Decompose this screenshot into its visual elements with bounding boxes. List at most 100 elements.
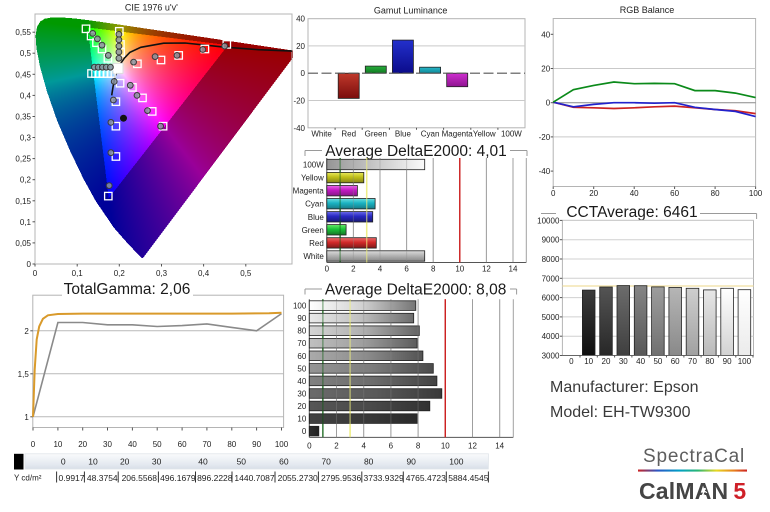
svg-text:7000: 7000 — [542, 274, 560, 283]
svg-text:0,2: 0,2 — [20, 176, 32, 185]
svg-text:6: 6 — [404, 265, 409, 274]
svg-text:80: 80 — [297, 327, 306, 336]
svg-text:0: 0 — [31, 440, 36, 449]
svg-text:90: 90 — [252, 440, 261, 449]
svg-text:CIE 1976 u'v': CIE 1976 u'v' — [125, 3, 178, 13]
svg-text:Green: Green — [365, 130, 387, 139]
svg-text:0,55: 0,55 — [15, 28, 31, 37]
svg-text:0,1: 0,1 — [72, 269, 84, 278]
svg-text:0,35: 0,35 — [15, 113, 31, 122]
svg-text:5000: 5000 — [542, 313, 560, 322]
svg-text:50: 50 — [237, 457, 247, 467]
svg-text:Yellow: Yellow — [473, 130, 496, 139]
svg-text:50: 50 — [153, 440, 162, 449]
svg-text:10: 10 — [297, 415, 306, 424]
svg-text:0,3: 0,3 — [156, 269, 168, 278]
svg-text:3000: 3000 — [542, 352, 560, 361]
svg-text:80: 80 — [711, 189, 720, 198]
svg-text:100: 100 — [275, 440, 289, 449]
svg-text:100: 100 — [293, 302, 307, 311]
svg-text:60: 60 — [178, 440, 187, 449]
svg-text:9000: 9000 — [542, 236, 560, 245]
svg-text:0,5: 0,5 — [20, 49, 32, 58]
svg-text:4000: 4000 — [542, 332, 560, 341]
svg-text:0,4: 0,4 — [198, 269, 210, 278]
svg-text:-20: -20 — [293, 97, 305, 106]
svg-text:1440.7087: 1440.7087 — [234, 473, 274, 483]
svg-text:60: 60 — [279, 457, 289, 467]
svg-text:90: 90 — [723, 357, 732, 366]
svg-text:20: 20 — [78, 440, 87, 449]
svg-text:4: 4 — [378, 265, 383, 274]
svg-text:80: 80 — [364, 457, 374, 467]
svg-text:White: White — [303, 252, 324, 261]
svg-text:TotalGamma: 2,06: TotalGamma: 2,06 — [64, 281, 191, 298]
svg-text:60: 60 — [297, 352, 306, 361]
svg-text:206.5568: 206.5568 — [122, 473, 158, 483]
svg-text:100W: 100W — [303, 161, 324, 170]
svg-text:90: 90 — [297, 314, 306, 323]
svg-text:0,1: 0,1 — [20, 218, 32, 227]
svg-text:Y cd/m²: Y cd/m² — [14, 474, 42, 483]
svg-text:0: 0 — [301, 69, 306, 78]
svg-text:40: 40 — [630, 189, 639, 198]
svg-text:White: White — [311, 130, 332, 139]
svg-text:30: 30 — [152, 457, 162, 467]
svg-text:12: 12 — [468, 441, 477, 450]
svg-text:60: 60 — [670, 189, 679, 198]
svg-text:80: 80 — [705, 357, 714, 366]
svg-text:40: 40 — [636, 357, 645, 366]
svg-text:RGB Balance: RGB Balance — [620, 5, 675, 15]
svg-text:2055.2730: 2055.2730 — [278, 473, 318, 483]
svg-text:10: 10 — [53, 440, 62, 449]
svg-text:50: 50 — [297, 364, 306, 373]
svg-text:12: 12 — [482, 265, 491, 274]
svg-text:896.2228: 896.2228 — [197, 473, 233, 483]
svg-text:0: 0 — [307, 441, 312, 450]
svg-text:80: 80 — [227, 440, 236, 449]
svg-text:60: 60 — [671, 357, 680, 366]
svg-text:0,5: 0,5 — [240, 269, 252, 278]
svg-text:100: 100 — [749, 189, 763, 198]
svg-text:0,4: 0,4 — [20, 91, 32, 100]
svg-text:8: 8 — [416, 441, 421, 450]
svg-text:-40: -40 — [539, 167, 551, 176]
svg-text:40: 40 — [198, 457, 208, 467]
svg-text:70: 70 — [688, 357, 697, 366]
svg-text:1: 1 — [24, 413, 29, 422]
svg-text:0: 0 — [325, 265, 330, 274]
svg-text:20: 20 — [541, 65, 550, 74]
svg-text:90: 90 — [406, 457, 416, 467]
svg-text:2: 2 — [24, 327, 29, 336]
svg-text:5884.4545: 5884.4545 — [448, 473, 488, 483]
svg-text:70: 70 — [297, 339, 306, 348]
svg-text:-20: -20 — [539, 133, 551, 142]
svg-text:4765.4723: 4765.4723 — [406, 473, 446, 483]
svg-text:20: 20 — [296, 42, 305, 51]
svg-text:1,5: 1,5 — [18, 370, 30, 379]
svg-text:Blue: Blue — [395, 130, 412, 139]
svg-text:14: 14 — [509, 265, 518, 274]
svg-text:20: 20 — [602, 357, 611, 366]
svg-text:70: 70 — [321, 457, 331, 467]
svg-text:0: 0 — [33, 269, 38, 278]
svg-text:20: 20 — [297, 402, 306, 411]
svg-text:496.1679: 496.1679 — [160, 473, 196, 483]
svg-text:10: 10 — [455, 265, 464, 274]
svg-text:30: 30 — [619, 357, 628, 366]
svg-text:40: 40 — [128, 440, 137, 449]
svg-text:70: 70 — [202, 440, 211, 449]
svg-text:Blue: Blue — [308, 213, 325, 222]
svg-text:0: 0 — [302, 427, 307, 436]
svg-text:100W: 100W — [501, 130, 522, 139]
svg-text:14: 14 — [495, 441, 504, 450]
svg-text:6000: 6000 — [542, 294, 560, 303]
svg-text:20: 20 — [589, 189, 598, 198]
svg-text:2795.9536: 2795.9536 — [321, 473, 361, 483]
svg-text:50: 50 — [653, 357, 662, 366]
svg-text:30: 30 — [103, 440, 112, 449]
svg-text:2: 2 — [351, 265, 356, 274]
svg-text:8: 8 — [431, 265, 436, 274]
svg-text:0.9917: 0.9917 — [59, 473, 85, 483]
svg-text:10: 10 — [584, 357, 593, 366]
